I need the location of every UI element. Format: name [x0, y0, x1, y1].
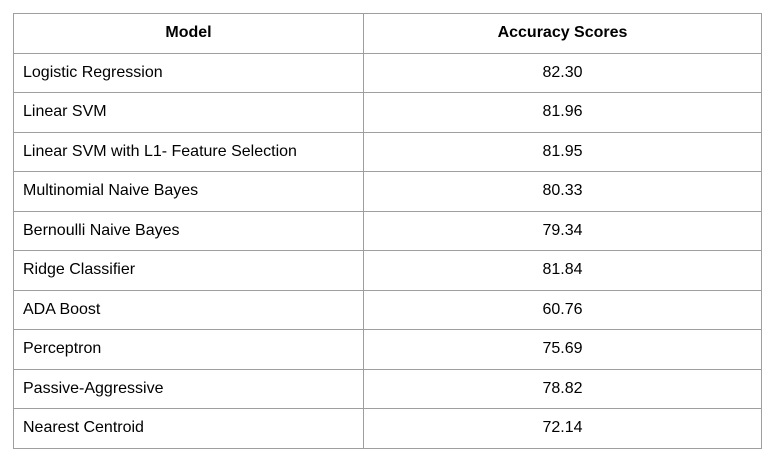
accuracy-score: 81.84 — [363, 250, 762, 291]
model-name: Linear SVM — [13, 92, 364, 133]
header-accuracy-scores: Accuracy Scores — [363, 13, 762, 54]
accuracy-score: 80.33 — [363, 171, 762, 212]
model-name: Nearest Centroid — [13, 408, 364, 449]
model-name: Bernoulli Naive Bayes — [13, 210, 364, 251]
table-row: ADA Boost 60.76 — [13, 289, 762, 330]
table-row: Nearest Centroid 72.14 — [13, 408, 762, 449]
model-name: Passive-Aggressive — [13, 368, 364, 409]
header-row: Model Accuracy Scores — [13, 13, 762, 54]
table-row: Multinomial Naive Bayes 80.33 — [13, 171, 762, 212]
table-row: Ridge Classifier 81.84 — [13, 250, 762, 291]
accuracy-score: 60.76 — [363, 289, 762, 330]
model-name: Logistic Regression — [13, 52, 364, 93]
accuracy-score: 72.14 — [363, 408, 762, 449]
model-name: Perceptron — [13, 329, 364, 370]
model-name: Linear SVM with L1- Feature Selection — [13, 131, 364, 172]
accuracy-score: 75.69 — [363, 329, 762, 370]
table-header: Model Accuracy Scores — [13, 13, 762, 54]
table-body: Logistic Regression 82.30 Linear SVM 81.… — [13, 52, 762, 449]
header-model: Model — [13, 13, 364, 54]
table-row: Linear SVM with L1- Feature Selection 81… — [13, 131, 762, 172]
accuracy-score: 78.82 — [363, 368, 762, 409]
model-name: Multinomial Naive Bayes — [13, 171, 364, 212]
accuracy-score: 81.95 — [363, 131, 762, 172]
accuracy-table-container: Model Accuracy Scores Logistic Regressio… — [13, 13, 762, 449]
table-row: Logistic Regression 82.30 — [13, 52, 762, 93]
accuracy-score: 82.30 — [363, 52, 762, 93]
table-row: Linear SVM 81.96 — [13, 92, 762, 133]
accuracy-score: 81.96 — [363, 92, 762, 133]
model-name: ADA Boost — [13, 289, 364, 330]
model-name: Ridge Classifier — [13, 250, 364, 291]
table-row: Passive-Aggressive 78.82 — [13, 368, 762, 409]
table-row: Perceptron 75.69 — [13, 329, 762, 370]
accuracy-score: 79.34 — [363, 210, 762, 251]
accuracy-table: Model Accuracy Scores Logistic Regressio… — [13, 13, 762, 449]
table-row: Bernoulli Naive Bayes 79.34 — [13, 210, 762, 251]
